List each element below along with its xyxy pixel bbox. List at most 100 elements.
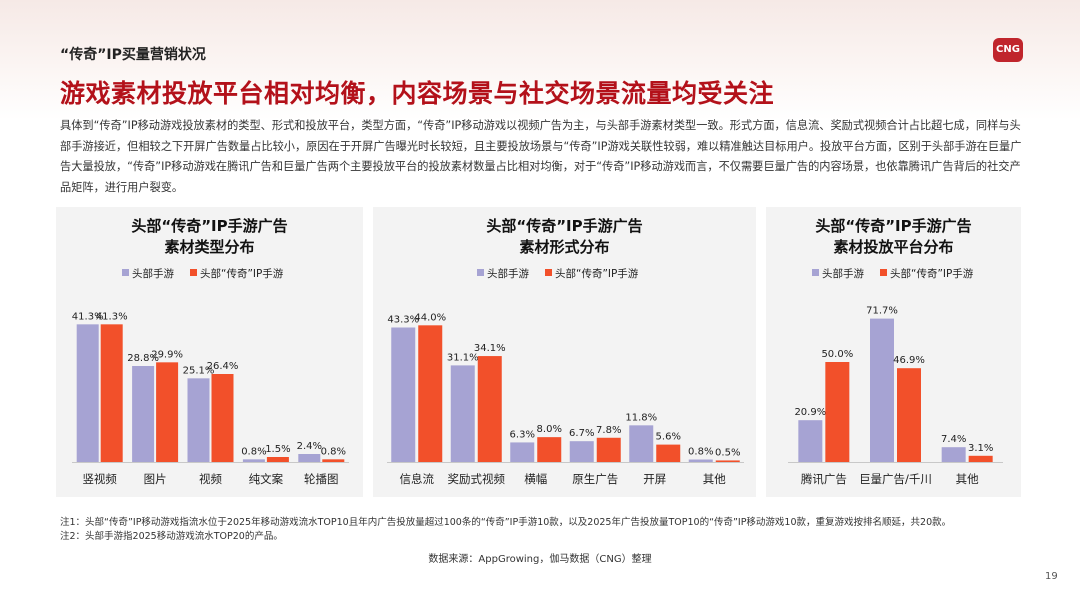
data-label: 25.1%	[183, 365, 215, 376]
category-label: 视频	[199, 472, 222, 486]
bar-开屏-头部手游	[629, 425, 654, 462]
bar-信息流-头部“传奇”IP手游	[418, 325, 443, 462]
bar-纯文案-头部手游	[242, 459, 265, 462]
data-label: 31.1%	[447, 352, 479, 363]
data-label: 7.4%	[941, 434, 966, 445]
legend-label-1: 头部“传奇”IP手游	[200, 267, 284, 280]
data-label: 0.8%	[241, 446, 266, 457]
chart-title-line1: 头部“传奇”IP手游广告	[815, 217, 971, 235]
bar-视频-头部“传奇”IP手游	[211, 374, 234, 462]
bar-巨量广告/千川-头部手游	[870, 318, 894, 462]
data-label: 2.4%	[297, 441, 322, 452]
footnote-1: 注1：头部“传奇”IP移动游戏指流水位于2025年移动游戏流水TOP10且年内广…	[60, 517, 952, 528]
category-label: 纯文案	[249, 472, 284, 486]
bar-开屏-头部“传奇”IP手游	[656, 444, 681, 462]
bar-腾讯广告-头部“传奇”IP手游	[825, 362, 850, 462]
data-label: 8.0%	[537, 424, 562, 435]
legend-swatch-1	[190, 269, 197, 276]
data-label: 34.1%	[474, 343, 506, 354]
data-label: 0.8%	[688, 447, 713, 458]
category-label: 图片	[144, 472, 167, 486]
data-label: 41.3%	[96, 311, 128, 322]
bar-视频-头部手游	[187, 378, 210, 462]
data-label: 7.8%	[596, 425, 621, 436]
category-label: 其他	[956, 472, 979, 486]
data-label: 1.5%	[265, 444, 290, 455]
legend-swatch-0	[122, 269, 129, 276]
bar-腾讯广告-头部手游	[798, 420, 823, 462]
bar-图片-头部“传奇”IP手游	[156, 362, 179, 462]
category-label: 信息流	[400, 472, 435, 486]
legend-swatch-0	[812, 269, 819, 276]
legend-label-0: 头部手游	[487, 267, 529, 280]
data-source: 数据来源：AppGrowing，伽马数据（CNG）整理	[428, 554, 652, 565]
data-label: 6.3%	[510, 429, 535, 440]
bar-横幅-头部“传奇”IP手游	[537, 437, 562, 462]
data-label: 0.8%	[321, 446, 346, 457]
data-label: 5.6%	[656, 432, 681, 443]
chart-title-line2: 素材类型分布	[164, 238, 254, 256]
data-label: 50.0%	[821, 349, 853, 360]
data-label: 41.3%	[72, 311, 104, 322]
chart-panel-platform: 头部“传奇”IP手游广告 素材投放平台分布头部手游 头部“传奇”IP手游 20.9% 5…	[766, 207, 1021, 497]
data-label: 3.1%	[968, 443, 993, 454]
legend-swatch-1	[545, 269, 552, 276]
bar-其他-头部“传奇”IP手游	[968, 455, 993, 462]
data-label: 71.7%	[866, 306, 898, 317]
bar-轮播图-头部手游	[298, 454, 321, 462]
page-number: 19	[1045, 571, 1058, 582]
chart-title-line2: 素材投放平台分布	[833, 238, 953, 256]
chart-title-line1: 头部“传奇”IP手游广告	[486, 217, 642, 235]
bar-原生广告-头部手游	[569, 441, 594, 462]
data-label: 28.8%	[127, 353, 159, 364]
data-label: 11.8%	[625, 412, 657, 423]
bar-其他-头部手游	[941, 447, 966, 462]
chart-panel-type: 头部“传奇”IP手游广告 素材类型分布头部手游 头部“传奇”IP手游 41.3% 41.…	[56, 207, 363, 497]
legend-swatch-0	[477, 269, 484, 276]
page-headline: 游戏素材投放平台相对均衡，内容场景与社交场景流量均受关注	[60, 79, 775, 108]
bar-奖励式视频-头部手游	[450, 365, 475, 462]
bar-竖视频-头部“传奇”IP手游	[100, 324, 123, 462]
cng-logo: CNG	[993, 38, 1023, 62]
category-label: 巨量广告/千川	[859, 472, 932, 486]
legend-swatch-1	[880, 269, 887, 276]
chart-panel-form: 头部“传奇”IP手游广告 素材形式分布 头部手游 头部“传奇”IP手游 43.3% 44.…	[373, 207, 756, 497]
data-label: 20.9%	[794, 407, 826, 418]
category-label: 开屏	[643, 472, 666, 486]
chart-title-line1: 头部“传奇”IP手游广告	[131, 217, 287, 235]
bar-竖视频-头部手游	[76, 324, 99, 462]
data-label: 6.7%	[569, 428, 594, 439]
data-label: 0.5%	[715, 447, 740, 458]
bar-其他-头部“传奇”IP手游	[715, 460, 740, 462]
category-label: 横幅	[524, 472, 547, 486]
data-label: 26.4%	[207, 361, 239, 372]
data-label: 29.9%	[151, 349, 183, 360]
category-label: 轮播图	[304, 472, 339, 486]
category-label: 竖视频	[82, 472, 117, 486]
bar-纯文案-头部“传奇”IP手游	[266, 457, 289, 462]
bar-奖励式视频-头部“传奇”IP手游	[477, 356, 502, 462]
data-label: 46.9%	[893, 355, 925, 366]
bar-信息流-头部手游	[391, 327, 416, 462]
category-label: 其他	[703, 472, 726, 486]
legend-label-1: 头部“传奇”IP手游	[890, 267, 974, 280]
bar-巨量广告/千川-头部“传奇”IP手游	[897, 368, 921, 462]
legend-label-0: 头部手游	[822, 267, 864, 280]
chart-title-line2: 素材形式分布	[519, 238, 609, 256]
legend-label-1: 头部“传奇”IP手游	[555, 267, 639, 280]
category-label: 奖励式视频	[448, 472, 506, 486]
bar-原生广告-头部“传奇”IP手游	[596, 437, 621, 462]
intro-paragraph: 具体到“传奇”IP移动游戏投放素材的类型、形式和投放平台，类型方面，“传奇”IP…	[60, 119, 1022, 194]
header-background	[0, 0, 1080, 120]
bar-轮播图-头部“传奇”IP手游	[322, 459, 345, 462]
bar-其他-头部手游	[688, 459, 713, 462]
bar-图片-头部手游	[132, 366, 155, 462]
data-label: 44.0%	[414, 312, 446, 323]
bar-横幅-头部手游	[510, 442, 535, 462]
category-label: 腾讯广告	[801, 472, 847, 486]
section-title: “传奇”IP买量营销状况	[60, 47, 206, 63]
legend-label-0: 头部手游	[132, 267, 174, 280]
